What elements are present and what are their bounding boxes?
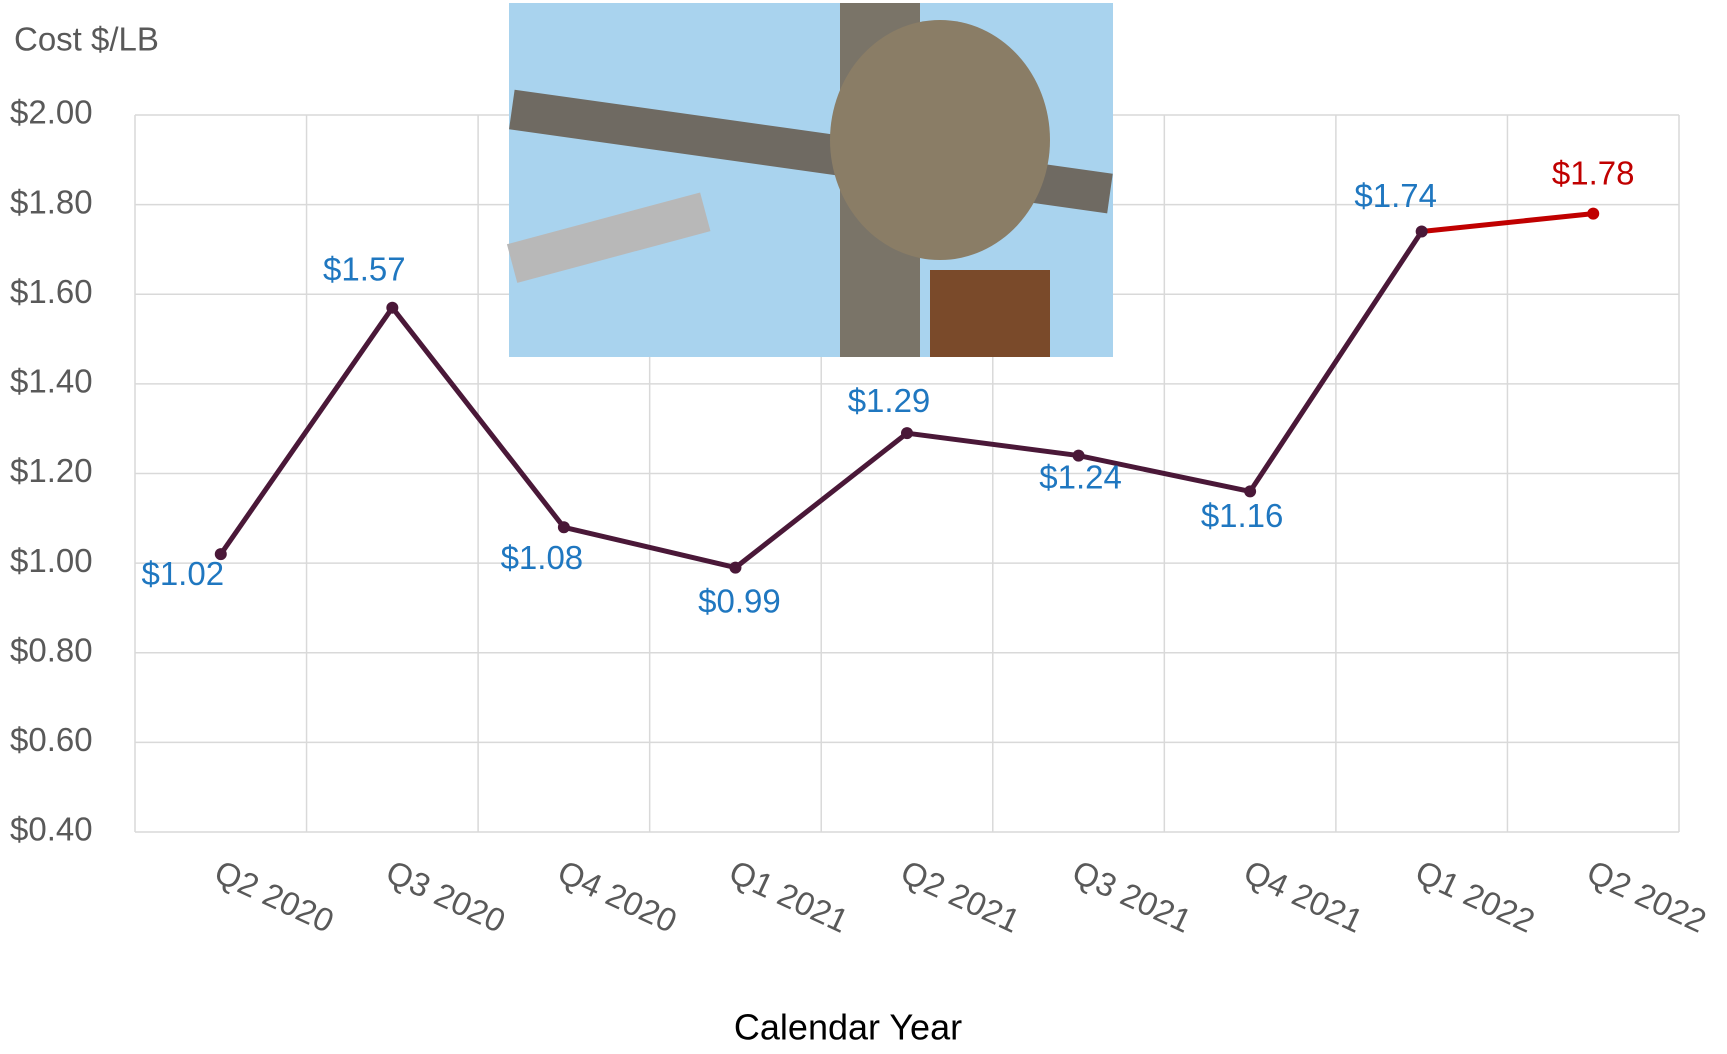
data-point — [1244, 485, 1257, 498]
data-label: $1.57 — [323, 250, 406, 287]
data-label: $0.99 — [698, 582, 781, 619]
line-segment — [218, 306, 395, 556]
data-point — [386, 301, 399, 314]
y-axis-label: Cost $/LB — [14, 21, 159, 58]
x-tick-label: Q4 2021 — [1238, 853, 1368, 940]
line-segment — [1421, 211, 1594, 234]
y-tick-label: $1.40 — [10, 363, 93, 400]
y-tick-label: $0.40 — [10, 811, 93, 848]
data-point — [557, 521, 570, 534]
x-tick-label: Q1 2022 — [1410, 853, 1540, 940]
x-tick-label: Q4 2020 — [552, 853, 682, 940]
data-label: $1.02 — [141, 555, 224, 592]
data-label: $1.74 — [1354, 177, 1437, 214]
x-tick-label: Q3 2020 — [381, 853, 511, 940]
y-tick-label: $1.00 — [10, 542, 93, 579]
x-tick-label: Q1 2021 — [724, 853, 854, 940]
photo — [506, 3, 1113, 357]
data-label: $1.78 — [1552, 154, 1635, 191]
line-segment — [733, 431, 909, 570]
x-tick-label: Q3 2021 — [1067, 853, 1197, 940]
y-tick-label: $0.80 — [10, 631, 93, 668]
data-point — [1415, 225, 1428, 238]
line-segment — [563, 524, 737, 571]
x-tick-label: Q2 2021 — [895, 853, 1025, 940]
data-point — [1587, 207, 1600, 220]
x-tick-label: Q2 2022 — [1582, 853, 1712, 940]
x-axis-label: Calendar Year — [734, 1007, 962, 1048]
data-point — [901, 427, 913, 440]
y-tick-label: $0.60 — [10, 721, 93, 758]
y-tick-label: $1.80 — [10, 183, 93, 220]
data-label: $1.29 — [848, 382, 931, 419]
line-segment — [1248, 230, 1424, 493]
line-segment — [390, 306, 566, 529]
data-label: $1.08 — [501, 539, 584, 576]
data-point — [214, 548, 227, 561]
data-label: $1.24 — [1039, 458, 1122, 495]
line-segment — [1078, 453, 1251, 494]
data-label: $1.16 — [1201, 497, 1284, 534]
y-tick-label: $1.60 — [10, 273, 93, 310]
data-point — [1072, 449, 1085, 462]
y-tick-label: $2.00 — [10, 94, 93, 131]
line-segment — [906, 430, 1079, 459]
x-tick-label: Q2 2020 — [209, 853, 339, 940]
data-point — [729, 561, 742, 574]
y-tick-label: $1.20 — [10, 452, 93, 489]
